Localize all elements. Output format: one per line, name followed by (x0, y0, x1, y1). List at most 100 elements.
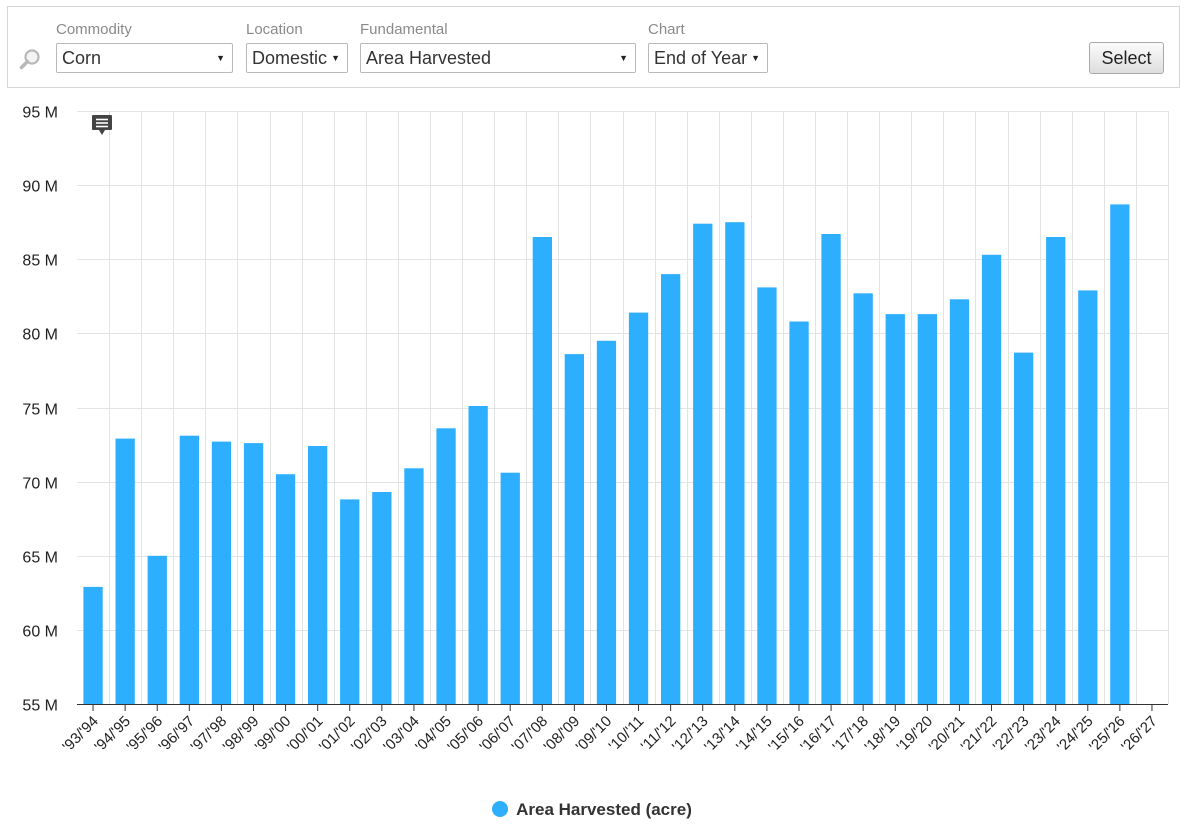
x-tick-label: '04/'05 (412, 713, 455, 756)
x-tick-label: '98/'99 (220, 713, 263, 756)
chevron-down-icon: ▼ (751, 53, 760, 63)
bar[interactable] (564, 354, 584, 704)
x-tick-label: '26/'27 (1118, 713, 1161, 756)
bar[interactable] (821, 234, 841, 704)
bar[interactable] (1110, 204, 1130, 704)
x-tick-label: '14/'15 (733, 713, 776, 756)
bar[interactable] (532, 237, 552, 704)
x-tick-label: '17/'18 (829, 713, 872, 756)
bar[interactable] (211, 441, 232, 704)
bar[interactable] (725, 222, 745, 704)
bar[interactable] (243, 443, 264, 704)
x-tick-label: '01/'02 (316, 713, 359, 756)
bar[interactable] (917, 314, 937, 704)
bar[interactable] (308, 446, 328, 704)
x-tick-label: '18/'19 (861, 713, 904, 756)
y-tick-label: 75 M (22, 402, 58, 419)
bar[interactable] (596, 340, 617, 704)
x-tick-label: '16/'17 (797, 713, 840, 756)
commodity-label: Commodity (56, 21, 132, 38)
bar[interactable] (757, 287, 777, 704)
bar[interactable] (1046, 237, 1066, 704)
bar[interactable] (179, 435, 199, 704)
x-tick-label: '03/'04 (380, 713, 423, 756)
chart-type-select[interactable]: End of Year ▼ (648, 43, 768, 73)
location-label: Location (246, 21, 303, 38)
bar[interactable] (981, 254, 1002, 705)
bars (83, 204, 1130, 705)
commodity-field: Commodity Corn ▼ (56, 21, 233, 73)
bar[interactable] (1014, 352, 1034, 704)
bar[interactable] (468, 406, 488, 704)
select-button[interactable]: Select (1089, 42, 1164, 74)
commodity-select[interactable]: Corn ▼ (56, 43, 233, 73)
fundamental-label: Fundamental (360, 21, 448, 38)
bar[interactable] (1078, 290, 1098, 704)
location-field: Location Domestic ▼ (246, 21, 348, 73)
chart-legend[interactable]: Area Harvested (acre) (0, 800, 1184, 820)
bar[interactable] (661, 274, 681, 704)
location-select[interactable]: Domestic ▼ (246, 43, 348, 73)
y-tick-label: 55 M (22, 698, 58, 715)
chevron-down-icon: ▼ (216, 53, 225, 63)
x-tick-label: '19/'20 (894, 713, 937, 756)
x-tick-label: '06/'07 (476, 713, 519, 756)
x-tick-label: '94/'95 (91, 713, 134, 756)
search-icon[interactable] (18, 47, 42, 71)
bar[interactable] (83, 586, 103, 704)
bar[interactable] (885, 314, 905, 704)
x-tick-label: '05/'06 (444, 713, 487, 756)
filter-toolbar: Commodity Corn ▼ Location Domestic ▼ Fun… (7, 6, 1180, 88)
x-tick-label: '13/'14 (701, 713, 744, 756)
y-tick-label: 70 M (22, 476, 58, 493)
fundamental-value: Area Harvested (366, 48, 492, 68)
legend-label: Area Harvested (acre) (516, 800, 692, 819)
bar[interactable] (949, 299, 970, 704)
x-tick-label: '12/'13 (669, 713, 712, 756)
bar[interactable] (275, 474, 296, 704)
fundamental-select[interactable]: Area Harvested ▼ (360, 43, 636, 73)
chart-type-value: End of Year (654, 48, 748, 68)
x-tick-label: '24/'25 (1054, 713, 1097, 756)
y-tick-label: 60 M (22, 624, 58, 641)
x-tick-label: '25/'26 (1086, 713, 1129, 756)
chevron-down-icon: ▼ (619, 53, 628, 63)
fundamental-field: Fundamental Area Harvested ▼ (360, 21, 636, 73)
x-tick-label: '93/'94 (59, 713, 102, 756)
y-tick-label: 95 M (22, 105, 58, 122)
x-tick-label: '96/'97 (156, 713, 199, 756)
x-tick-label: '20/'21 (926, 713, 969, 756)
location-value: Domestic (252, 48, 328, 68)
x-tick-label: '02/'03 (348, 713, 391, 756)
bar[interactable] (500, 472, 520, 704)
x-tick-label: '99/'00 (252, 713, 295, 756)
x-tick-label: '09/'10 (573, 713, 616, 756)
bar[interactable] (436, 428, 456, 704)
bar[interactable] (404, 468, 424, 704)
chart-type-label: Chart (648, 21, 685, 38)
y-tick-label: 85 M (22, 253, 58, 270)
x-tick-label: '08/'09 (541, 713, 584, 756)
bar[interactable] (693, 223, 713, 704)
commodity-value: Corn (62, 48, 102, 68)
bar[interactable] (628, 312, 649, 704)
chart-type-field: Chart End of Year ▼ (648, 21, 768, 73)
bar[interactable] (853, 293, 873, 704)
y-tick-label: 90 M (22, 179, 58, 196)
x-tick-label: '22/'23 (990, 713, 1033, 756)
x-tick-label: '15/'16 (765, 713, 808, 756)
bar[interactable] (372, 492, 392, 704)
annotation-icon[interactable] (92, 115, 112, 135)
x-tick-label: '21/'22 (958, 713, 1001, 756)
x-tick-label: '23/'24 (1022, 713, 1065, 756)
x-tick-label: '07/'08 (508, 713, 551, 756)
bar[interactable] (340, 499, 360, 704)
x-tick-label: '95/'96 (123, 713, 166, 756)
y-tick-label: 65 M (22, 550, 58, 567)
bar[interactable] (789, 321, 809, 705)
bar-chart: 55 M 60 M 65 M 70 M 75 M 80 M 85 M 90 M 95 M '93/… (22, 105, 1169, 756)
bar[interactable] (115, 438, 135, 704)
legend-marker (492, 801, 509, 817)
chevron-down-icon: ▼ (331, 53, 340, 63)
bar[interactable] (147, 555, 167, 705)
